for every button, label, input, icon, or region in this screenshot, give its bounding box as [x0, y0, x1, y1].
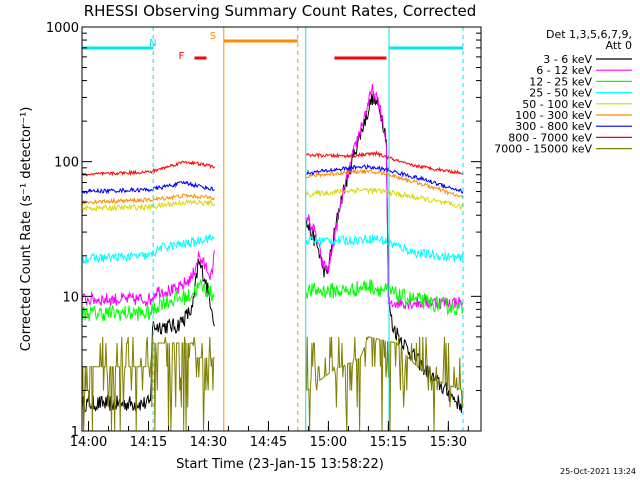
series-800-7000-kev [306, 150, 464, 176]
series-12-25-kev [305, 279, 464, 317]
series-100-300-kev [81, 193, 215, 206]
legend-label-3-6-kev: 3 - 6 keV [543, 53, 592, 66]
x-axis-label: Start Time (23-Jan-15 13:58:22) [176, 457, 384, 472]
x-axis: 14:00 14:15 14:30 14:45 15:00 15:15 15:30 [70, 421, 469, 450]
series-100-300-kev [306, 168, 464, 199]
y-tick-label: 100 [54, 156, 79, 171]
series-300-800-kev [81, 180, 215, 195]
plot-frame [81, 26, 482, 432]
x-tick-label: 14:00 [70, 435, 107, 450]
timestamp: 25-Oct-2021 13:24 [560, 467, 636, 476]
legend-label-7000-15000-kev: 7000 - 15000 keV [494, 143, 592, 156]
flare-marker-label: F [178, 51, 184, 62]
x-tick-label: 14:15 [130, 435, 167, 450]
legend-label-50-100-kev: 50 - 100 keV [522, 98, 592, 111]
series-50-100-kev [81, 198, 215, 213]
night-marker-label: N [149, 38, 156, 49]
x-tick-label: 14:45 [250, 435, 287, 450]
legend-label-100-300-kev: 100 - 300 keV [515, 109, 592, 122]
x-tick-label: 15:30 [430, 435, 467, 450]
series-6-12-kev [305, 83, 464, 311]
legend-label-6-12-kev: 6 - 12 keV [536, 64, 592, 77]
series-3-6-kev [81, 259, 215, 412]
series-12-25-kev [81, 278, 215, 322]
series-7000-15000-kev [305, 336, 464, 432]
x-tick-label: 14:30 [190, 435, 227, 450]
legend-label-25-50-kev: 25 - 50 keV [529, 87, 592, 100]
series-7000-15000-kev [82, 336, 215, 432]
marker-layer: N F S [82, 31, 464, 62]
saa-marker-label: S [210, 31, 216, 42]
chart-title: RHESSI Observing Summary Count Rates, Co… [84, 2, 477, 20]
legend-header: Det 1,3,5,6,7,9, [546, 28, 632, 41]
x-tick-label: 15:15 [370, 435, 407, 450]
y-tick-label: 1000 [46, 21, 79, 36]
y-tick-label: 10 [62, 290, 79, 305]
series-6-12-kev [81, 250, 215, 308]
series-layer [81, 83, 464, 432]
legend-label-800-7000-kev: 800 - 7000 keV [508, 131, 592, 144]
series-300-800-kev [306, 163, 464, 195]
legend-header: Att 0 [606, 39, 632, 52]
x-tick-label: 15:00 [310, 435, 347, 450]
series-800-7000-kev [81, 160, 215, 177]
y-axis-label: Corrected Count Rate (s⁻¹ detector⁻¹) [19, 107, 34, 352]
series-25-50-kev [81, 233, 215, 265]
y-tick-label: 1 [71, 425, 79, 440]
legend-label-12-25-kev: 12 - 25 keV [529, 75, 592, 88]
y-axis: 1 10 100 1000 [46, 21, 481, 440]
series-50-100-kev [305, 186, 464, 211]
legend-label-300-800-kev: 300 - 800 keV [515, 120, 592, 133]
series-25-50-kev [305, 234, 464, 263]
